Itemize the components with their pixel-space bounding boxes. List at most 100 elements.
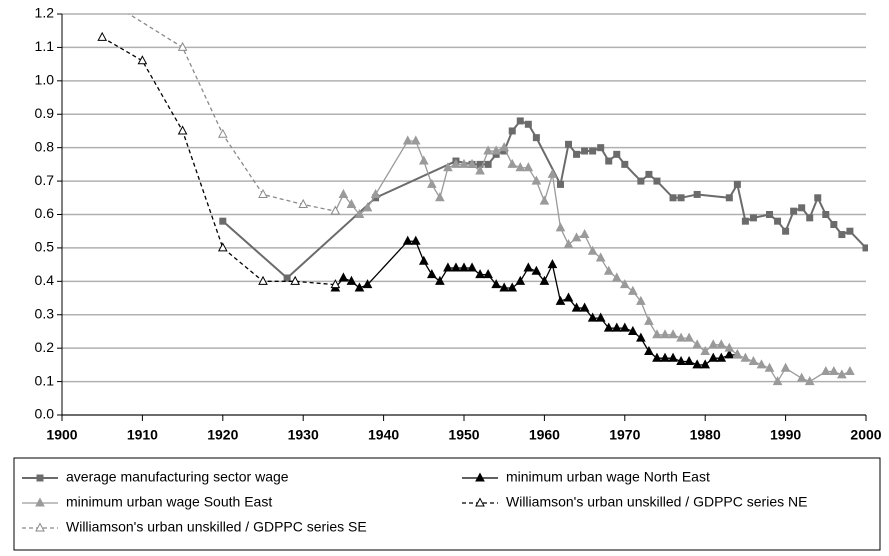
marker [573,151,580,158]
marker [508,160,516,168]
marker [613,151,620,158]
marker [750,214,757,221]
marker [653,354,661,362]
marker [605,267,613,275]
legend: average manufacturing sector wage minimum… [14,458,880,550]
x-tick-label: 1940 [368,427,399,443]
marker [653,330,661,338]
series-line [102,0,335,211]
marker [412,136,420,144]
marker [637,334,645,342]
marker [806,214,813,221]
marker [259,190,267,198]
x-tick-label: 1970 [609,427,640,443]
marker [863,244,870,251]
marker [484,270,492,278]
marker [525,121,532,128]
y-tick-label: 0.9 [35,105,55,121]
marker [678,194,685,201]
marker [331,207,339,215]
x-tick-label: 1960 [529,427,560,443]
marker [670,194,677,201]
marker [372,190,380,198]
legend-label: Williamson's urban unskilled / GDPPC ser… [506,494,807,510]
series-line [335,141,850,382]
marker [846,367,854,375]
legend-label: average manufacturing sector wage [66,469,289,485]
y-tick-label: 0.2 [35,339,55,355]
y-tick-label: 1.0 [35,72,55,88]
marker [557,181,564,188]
marker [621,161,628,168]
marker [645,171,652,178]
marker [669,330,677,338]
marker [524,163,532,171]
marker [629,287,637,295]
marker [589,148,596,155]
marker [509,127,516,134]
marker [219,130,227,138]
marker [701,360,709,368]
marker [428,270,436,278]
marker [661,354,669,362]
marker [524,263,532,271]
marker [830,367,838,375]
marker [605,158,612,165]
y-tick-label: 0.0 [35,406,55,422]
y-tick-label: 0.6 [35,205,55,221]
marker [548,260,556,268]
axes: 0.00.10.20.30.40.50.60.70.80.91.01.11.21… [35,5,882,443]
marker [766,211,773,218]
marker [830,221,837,228]
y-tick-label: 0.7 [35,172,55,188]
marker [420,257,428,265]
marker [565,141,572,148]
plot-area [98,0,869,385]
marker [339,273,347,281]
marker [709,354,717,362]
marker [485,161,492,168]
marker [420,157,428,165]
legend-label: minimum urban wage South East [66,494,272,510]
marker [645,317,653,325]
marker [556,223,564,231]
marker [782,364,790,372]
marker [621,324,629,332]
marker [709,340,717,348]
marker [669,354,677,362]
legend-label: Williamson's urban unskilled / GDPPC ser… [66,519,367,535]
marker [613,324,621,332]
x-tick-label: 1980 [690,427,721,443]
marker [476,270,484,278]
marker [717,340,725,348]
marker [661,330,669,338]
marker [653,178,660,185]
marker [460,263,468,271]
marker [179,126,187,133]
x-tick-label: 1990 [770,427,801,443]
marker [98,33,106,41]
marker [581,148,588,155]
x-tick-label: 2000 [850,427,881,443]
y-tick-label: 0.5 [35,239,55,255]
marker [613,273,621,281]
y-tick-label: 1.1 [35,38,55,54]
marker [597,144,604,151]
marker [782,228,789,235]
series-line [335,241,737,365]
marker [404,237,412,245]
marker [219,218,226,225]
marker [726,194,733,201]
x-tick-label: 1950 [448,427,479,443]
x-tick-label: 1920 [207,427,238,443]
marker [597,253,605,261]
x-tick-label: 1900 [46,427,77,443]
x-tick-label: 1910 [127,427,158,443]
marker [436,193,444,201]
marker [798,374,806,382]
marker [814,194,821,201]
marker [734,181,741,188]
marker [581,230,589,238]
marker [284,274,291,281]
